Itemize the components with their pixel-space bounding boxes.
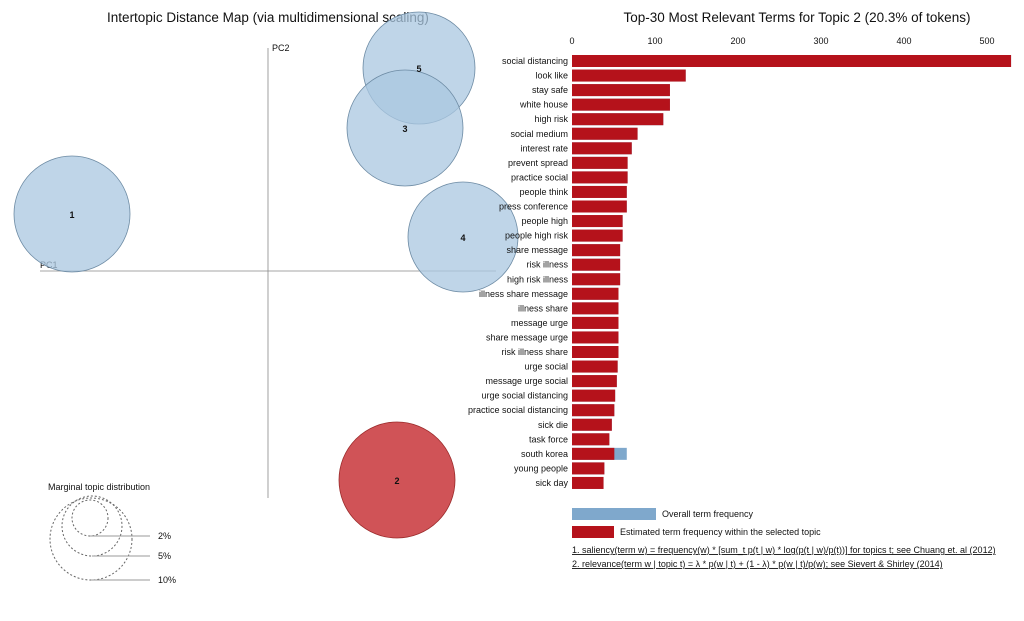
x-tick-label: 300 <box>813 36 828 46</box>
term-label[interactable]: young people <box>514 463 568 473</box>
bar-topic-9[interactable] <box>572 185 627 198</box>
bar-topic-24[interactable] <box>572 404 615 417</box>
bar-topic-3[interactable] <box>572 98 670 111</box>
term-label[interactable]: stay safe <box>532 85 568 95</box>
bar-topic-29[interactable] <box>572 476 604 489</box>
term-label[interactable]: social medium <box>510 129 568 139</box>
topic-label-4: 4 <box>460 233 465 243</box>
term-label[interactable]: practice social <box>511 172 568 182</box>
term-label[interactable]: task force <box>529 434 568 444</box>
term-label[interactable]: urge social distancing <box>481 391 568 401</box>
term-label[interactable]: risk illness share <box>501 347 568 357</box>
marginal-legend: 2% 5% 10% <box>49 495 176 585</box>
bar-topic-26[interactable] <box>572 433 610 446</box>
term-label[interactable]: people high risk <box>505 231 569 241</box>
bar-topic-21[interactable] <box>572 360 618 373</box>
term-label[interactable]: social distancing <box>502 56 568 66</box>
bar-topic-7[interactable] <box>572 156 628 169</box>
x-tick-label: 400 <box>896 36 911 46</box>
x-tick-label: 100 <box>647 36 662 46</box>
marginal-circle-10 <box>49 497 133 581</box>
bar-topic-18[interactable] <box>572 316 619 329</box>
bar-topic-17[interactable] <box>572 302 619 315</box>
term-label[interactable]: sick day <box>535 478 568 488</box>
bar-topic-22[interactable] <box>572 375 617 388</box>
bar-topic-13[interactable] <box>572 244 621 257</box>
term-label[interactable]: risk illness <box>526 260 568 270</box>
pc2-label: PC2 <box>272 43 290 53</box>
topic-label-2: 2 <box>394 476 399 486</box>
bar-topic-10[interactable] <box>572 200 627 213</box>
term-label[interactable]: share message urge <box>486 332 568 342</box>
bar-topic-4[interactable] <box>572 113 664 126</box>
term-label[interactable]: look like <box>535 71 568 81</box>
marginal-label-10: 10% <box>158 575 176 585</box>
bar-topic-27[interactable] <box>572 447 615 460</box>
marginal-label-5: 5% <box>158 551 171 561</box>
relevance-footnote[interactable]: 2. relevance(term w | topic t) = λ * p(w… <box>572 559 943 569</box>
topic-circle-3[interactable] <box>346 69 464 187</box>
term-label[interactable]: interest rate <box>520 143 568 153</box>
term-label[interactable]: south korea <box>521 449 568 459</box>
topic-circle-4[interactable] <box>407 181 519 293</box>
bar-topic-2[interactable] <box>572 84 670 97</box>
bar-topic-1[interactable] <box>572 69 686 82</box>
marginal-circle-5 <box>61 495 123 557</box>
topic-label-5: 5 <box>416 64 421 74</box>
bar-topic-19[interactable] <box>572 331 619 344</box>
bar-topic-16[interactable] <box>572 287 619 300</box>
term-label[interactable]: illness share message <box>479 289 568 299</box>
bar-topic-14[interactable] <box>572 258 621 271</box>
bar-topic-0[interactable] <box>572 55 1012 67</box>
term-label[interactable]: share message <box>506 245 568 255</box>
legend-topic-swatch <box>572 526 614 538</box>
term-label[interactable]: press conference <box>499 202 568 212</box>
marginal-circle-2 <box>71 499 109 537</box>
x-tick-label: 500 <box>979 36 994 46</box>
legend-topic-label: Estimated term frequency within the sele… <box>620 527 821 537</box>
topic-label-1: 1 <box>69 210 74 220</box>
legend-overall-label: Overall term frequency <box>662 509 754 519</box>
mds-title: Intertopic Distance Map (via multidimens… <box>107 10 429 25</box>
topic-circle-1[interactable] <box>13 155 131 273</box>
term-label[interactable]: practice social distancing <box>468 405 568 415</box>
bar-topic-20[interactable] <box>572 346 619 358</box>
topic-label-3: 3 <box>402 124 407 134</box>
term-label[interactable]: illness share <box>518 303 568 313</box>
bar-topic-11[interactable] <box>572 215 623 228</box>
bar-topic-12[interactable] <box>572 229 623 242</box>
term-label[interactable]: white house <box>519 100 568 110</box>
bar-topic-5[interactable] <box>572 127 638 140</box>
marginal-label-2: 2% <box>158 531 171 541</box>
term-label[interactable]: message urge social <box>485 376 568 386</box>
bar-topic-23[interactable] <box>572 389 616 402</box>
term-label[interactable]: people high <box>521 216 568 226</box>
term-label[interactable]: urge social <box>524 362 568 372</box>
bar-topic-6[interactable] <box>572 142 632 155</box>
bar-title: Top-30 Most Relevant Terms for Topic 2 (… <box>624 10 971 25</box>
x-tick-label: 0 <box>569 36 574 46</box>
bar-topic-25[interactable] <box>572 418 612 431</box>
bar-topic-8[interactable] <box>572 171 628 184</box>
bar-topic-28[interactable] <box>572 462 605 475</box>
term-label[interactable]: message urge <box>511 318 568 328</box>
term-label[interactable]: prevent spread <box>508 158 568 168</box>
legend-overall-swatch <box>572 508 656 520</box>
marginal-title: Marginal topic distribution <box>48 482 150 492</box>
x-tick-label: 200 <box>730 36 745 46</box>
bar-topic-15[interactable] <box>572 273 621 286</box>
saliency-footnote[interactable]: 1. saliency(term w) = frequency(w) * [su… <box>572 545 996 555</box>
term-label[interactable]: people think <box>519 187 568 197</box>
topic-circle-2[interactable] <box>338 421 456 539</box>
term-label[interactable]: high risk <box>534 114 568 124</box>
term-label[interactable]: sick die <box>538 420 568 430</box>
term-label[interactable]: high risk illness <box>507 274 569 284</box>
